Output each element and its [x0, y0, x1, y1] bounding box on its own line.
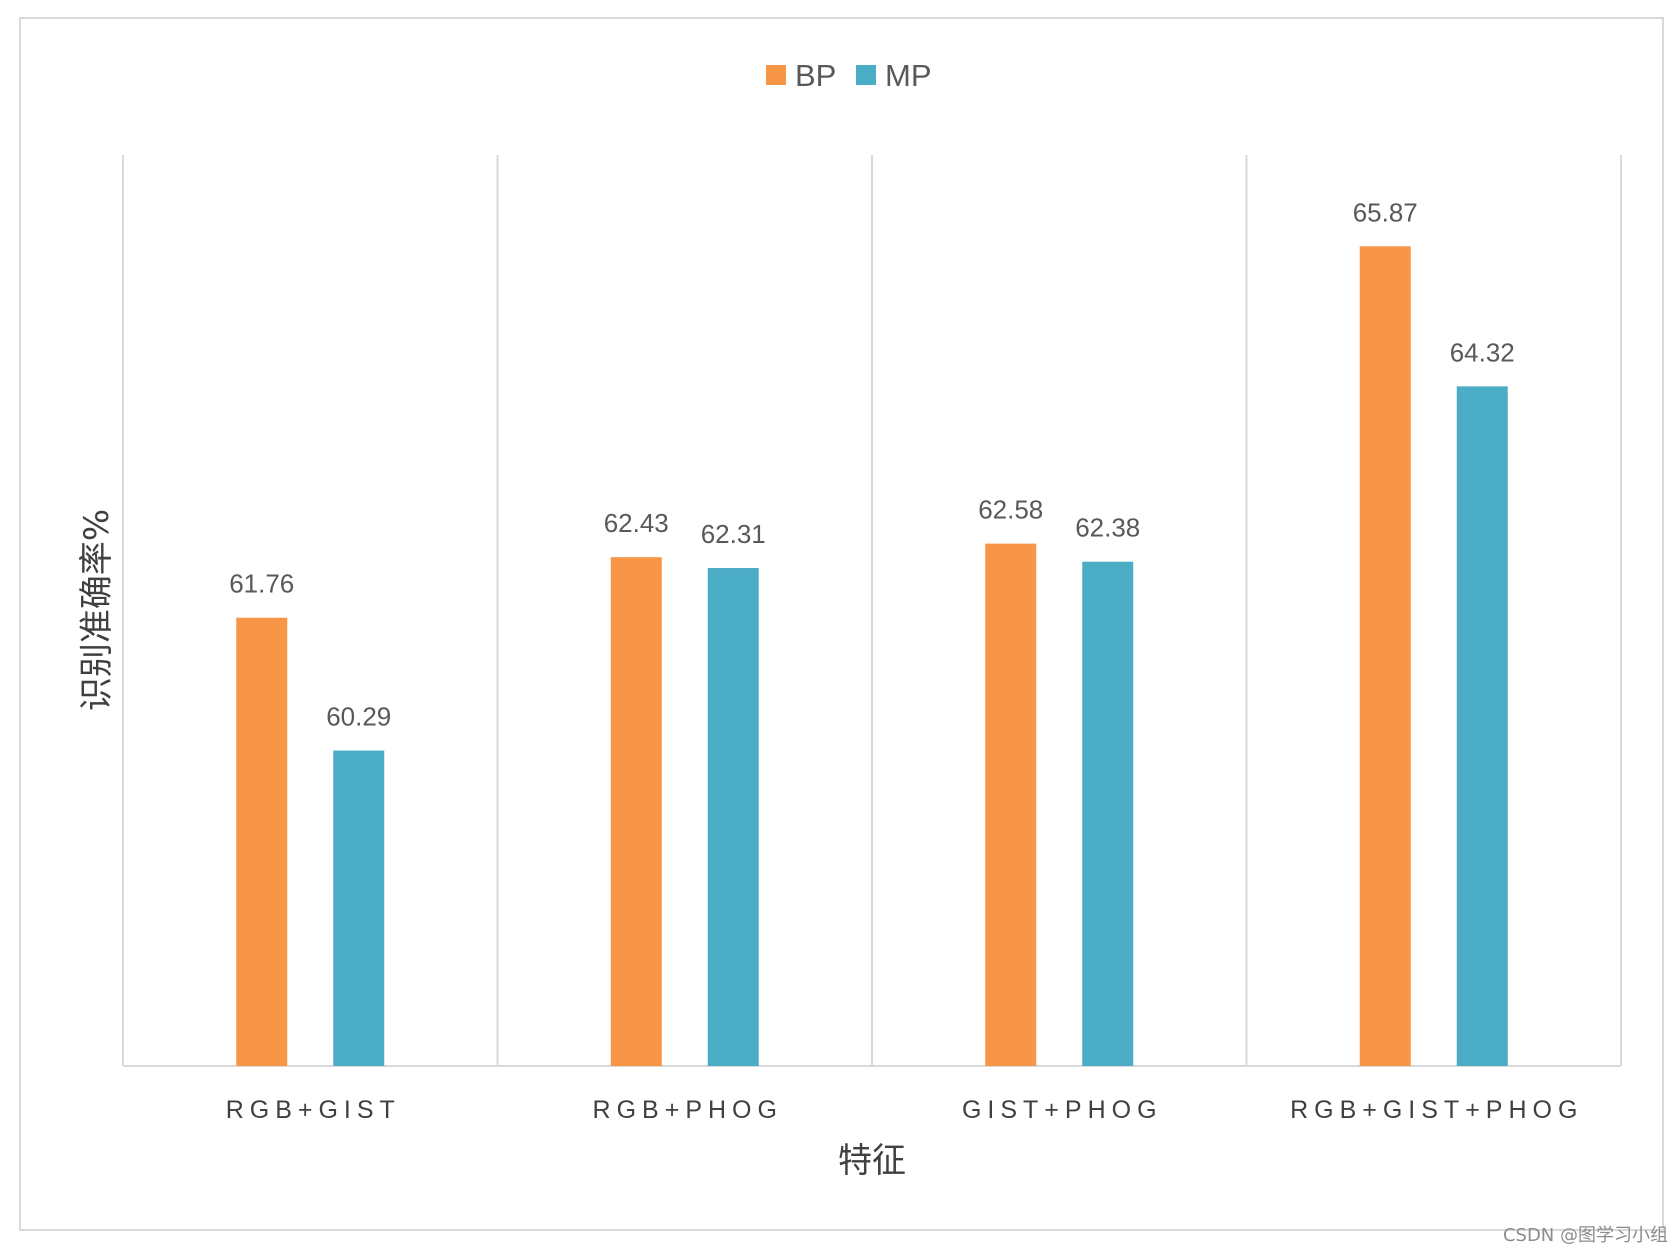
y-axis-title: 识别准确率%	[77, 509, 117, 711]
legend-swatch-bp	[766, 65, 786, 85]
bar-mp-3	[1456, 386, 1508, 1066]
bar-bp-0	[236, 617, 288, 1066]
data-label-mp-1: 62.31	[701, 519, 766, 549]
legend-label-mp: MP	[885, 58, 932, 93]
bar-bp-1	[610, 557, 662, 1066]
data-label-mp-0: 60.29	[326, 702, 391, 732]
bar-mp-2	[1082, 561, 1134, 1066]
x-axis-title: 特征	[838, 1141, 906, 1181]
bar-bp-3	[1359, 246, 1411, 1066]
data-label-bp-3: 65.87	[1353, 197, 1418, 227]
data-label-bp-0: 61.76	[229, 569, 294, 599]
watermark: CSDN @图学习小组	[1502, 1225, 1668, 1246]
legend: BP MP	[766, 58, 932, 93]
data-label-bp-2: 62.58	[978, 495, 1043, 525]
data-labels: 61.76 60.29 62.43 62.31 62.58 62.38 65.87 64.32	[229, 197, 1515, 731]
data-label-mp-2: 62.38	[1075, 513, 1140, 543]
legend-label-bp: BP	[795, 58, 836, 93]
bar-mp-1	[707, 568, 759, 1066]
legend-swatch-mp	[856, 65, 876, 85]
x-tick-label: RGB+GIST	[226, 1096, 401, 1124]
data-label-mp-3: 64.32	[1450, 337, 1515, 367]
x-tick-label: GIST+PHOG	[962, 1096, 1163, 1124]
x-tick-labels: RGB+GIST RGB+PHOG GIST+PHOG RGB+GIST+PHOG	[226, 1096, 1583, 1124]
bar-mp-0	[333, 750, 385, 1066]
x-tick-label: RGB+PHOG	[593, 1096, 783, 1124]
bars	[236, 246, 1508, 1066]
bar-bp-2	[985, 543, 1037, 1066]
data-label-bp-1: 62.43	[604, 508, 669, 538]
x-tick-label: RGB+GIST+PHOG	[1290, 1096, 1583, 1124]
